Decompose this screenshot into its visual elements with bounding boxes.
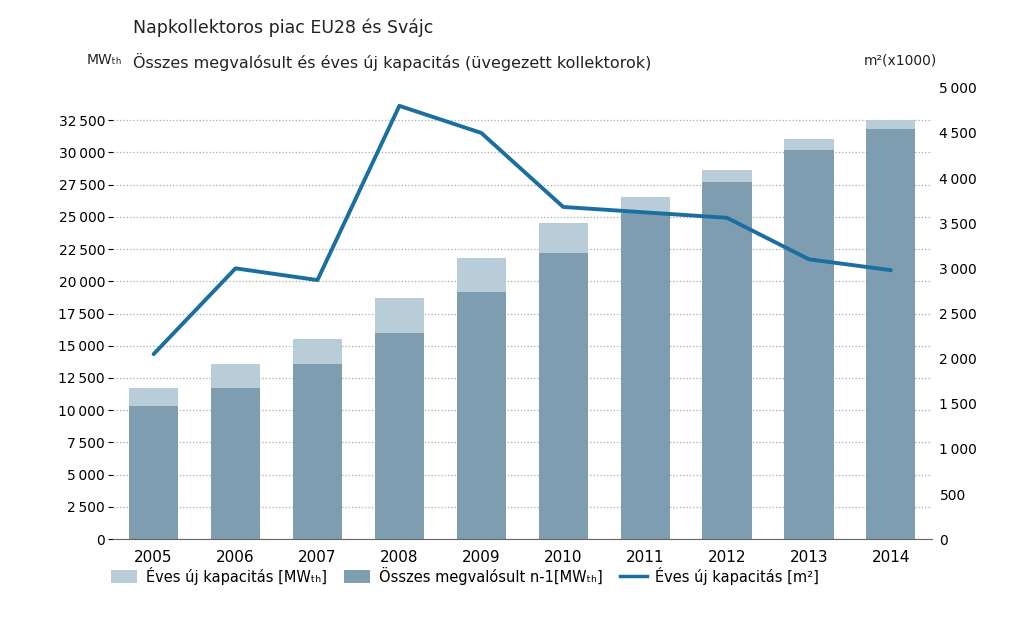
Text: MWₜₕ: MWₜₕ [87,53,123,67]
Bar [457,292,506,539]
Bar [293,339,342,364]
Bar [375,333,424,539]
Bar [784,150,834,539]
Bar [621,198,670,213]
Bar [375,298,424,333]
Bar [539,253,588,539]
Bar [784,139,834,150]
Bar [211,388,260,539]
Bar [866,120,915,129]
Bar [621,213,670,539]
Legend: Éves új kapacitás [MWₜₕ], Összes megvalósult n-1[MWₜₕ], Éves új kapacitás [m²]: Éves új kapacitás [MWₜₕ], Összes megvaló… [104,561,825,591]
Bar [129,388,178,406]
Text: Napkollektoros piac EU28 és Svájc: Napkollektoros piac EU28 és Svájc [133,19,433,38]
Text: m²(x1000): m²(x1000) [863,53,937,67]
Bar [129,406,178,539]
Bar [457,258,506,292]
Text: Összes megvalósult és éves új kapacitás (üvegezett kollektorok): Összes megvalósult és éves új kapacitás … [133,53,651,71]
Bar [539,223,588,253]
Bar [211,364,260,388]
Bar [293,364,342,539]
Bar [702,171,752,182]
Bar [702,182,752,539]
Bar [866,129,915,539]
